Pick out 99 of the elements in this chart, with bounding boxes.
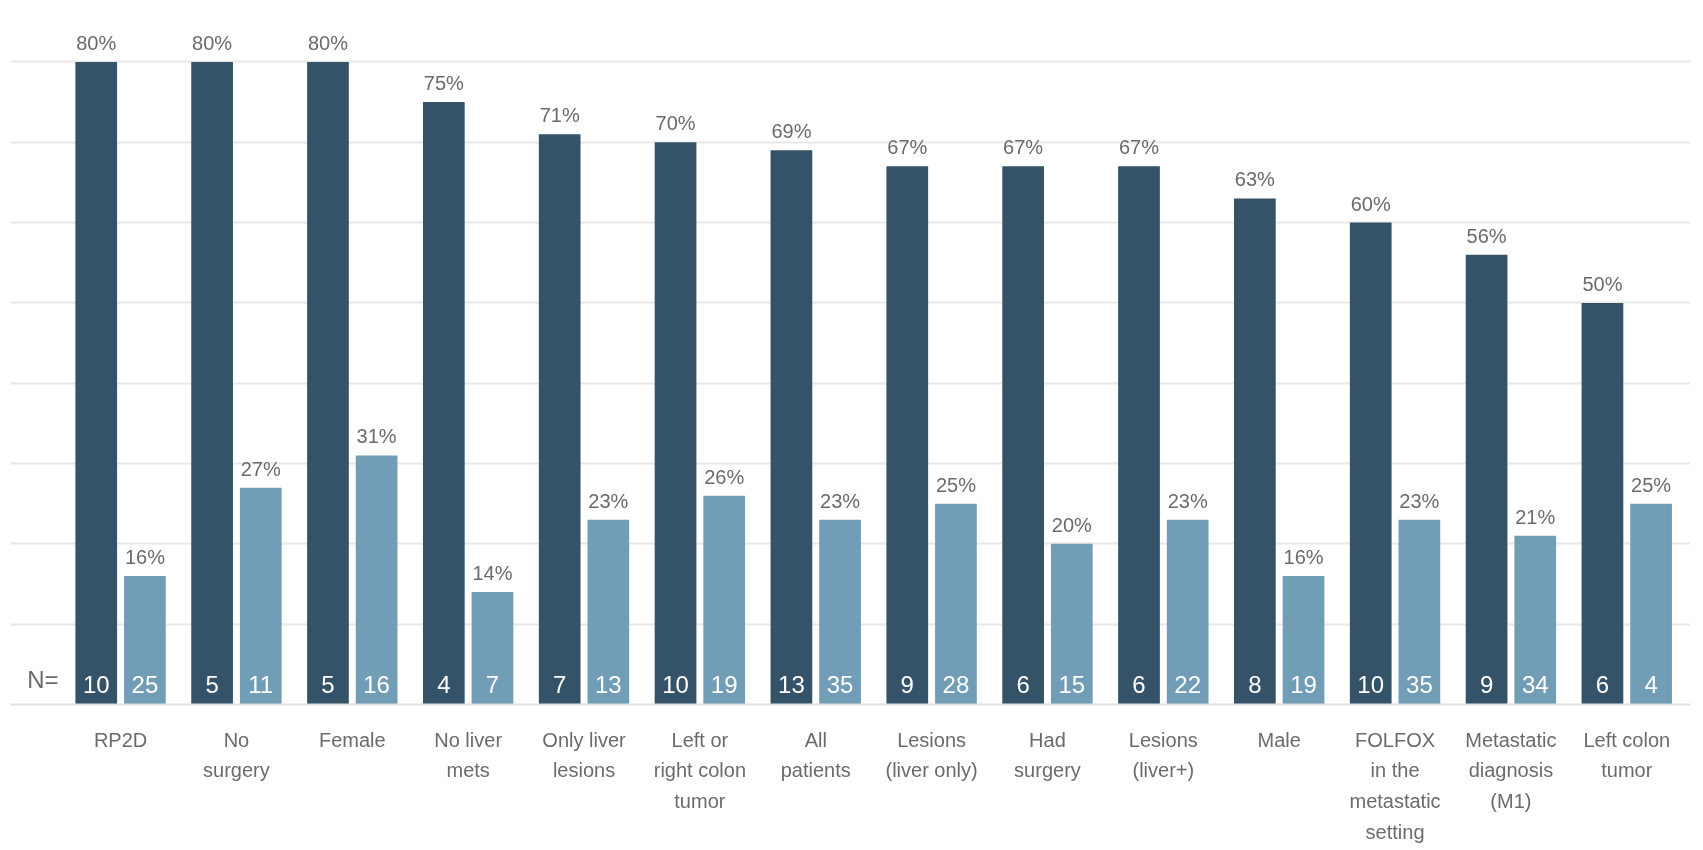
bar — [1630, 503, 1672, 705]
bar — [587, 519, 630, 705]
bar — [191, 61, 233, 705]
annotation: 9 — [1479, 670, 1494, 698]
annotation: 10 — [662, 670, 689, 698]
bar — [1514, 535, 1557, 705]
annotation: 16 — [363, 670, 390, 698]
annotation: 6 — [1132, 670, 1146, 698]
bar — [1581, 302, 1624, 705]
data-label: 80% — [192, 31, 233, 54]
bar — [886, 166, 929, 705]
data-label: 67% — [1003, 136, 1044, 159]
bar — [471, 592, 514, 705]
annotation: 35 — [1406, 670, 1433, 698]
x-tick-label: Lesions (liver+) — [1128, 728, 1198, 782]
bar — [703, 495, 746, 705]
annotation: 19 — [1290, 670, 1317, 698]
annotation: 5 — [205, 670, 219, 698]
data-label: 67% — [887, 136, 928, 159]
data-label: 80% — [307, 31, 349, 54]
data-label: 16% — [1283, 545, 1324, 568]
data-label: 21% — [1515, 505, 1556, 528]
bar — [124, 575, 166, 705]
x-tick-label: No surgery — [203, 728, 270, 782]
annotation: 10 — [82, 670, 110, 698]
data-label: 70% — [655, 112, 696, 135]
annotation: 10 — [1357, 670, 1385, 698]
bar — [1282, 575, 1325, 705]
bar — [1234, 198, 1276, 705]
bar — [654, 142, 697, 705]
annotation: N= — [27, 665, 59, 693]
bar — [770, 150, 813, 705]
x-tick-label: Only liver lesions — [542, 728, 627, 782]
bar — [1166, 519, 1209, 705]
data-label: 14% — [472, 562, 513, 585]
x-tick-label: Had surgery — [1014, 728, 1081, 782]
annotation: 28 — [942, 670, 970, 698]
data-label: 56% — [1466, 224, 1507, 247]
x-tick-label: FOLFOX in the metastatic setting — [1349, 728, 1441, 843]
data-label: 27% — [240, 457, 281, 480]
annotation: 11 — [248, 670, 274, 698]
annotation: 35 — [826, 670, 854, 698]
x-tick-label: Female — [318, 728, 386, 751]
annotation: 15 — [1058, 670, 1086, 698]
bar — [1398, 519, 1441, 705]
annotation: 13 — [778, 670, 805, 698]
bar — [1349, 222, 1392, 705]
data-label: 69% — [771, 120, 812, 143]
data-label: 20% — [1051, 513, 1093, 536]
bar — [1050, 543, 1093, 705]
x-tick-label: Lesions (liver only) — [885, 728, 978, 782]
annotation: 4 — [437, 670, 451, 698]
annotation: 9 — [900, 670, 914, 698]
data-label: 16% — [124, 545, 166, 568]
data-label: 31% — [356, 425, 397, 448]
x-tick-label: Male — [1257, 728, 1301, 751]
x-tick-label: RP2D — [93, 728, 148, 751]
bar — [538, 134, 581, 705]
data-label: 50% — [1582, 272, 1623, 295]
annotation: 34 — [1521, 670, 1549, 698]
x-tick-label: No liver mets — [434, 728, 503, 782]
bar — [307, 61, 349, 705]
annotation: 19 — [710, 670, 738, 698]
bar — [355, 455, 398, 705]
bar — [819, 519, 861, 705]
bar — [75, 61, 118, 705]
data-label: 23% — [1167, 489, 1208, 512]
data-label: 23% — [588, 489, 629, 512]
data-label: 25% — [935, 473, 977, 496]
bar — [239, 487, 282, 705]
annotation: 4 — [1644, 670, 1658, 698]
x-tick-label: Metastatic diagnosis (M1) — [1465, 728, 1557, 813]
annotation: 7 — [553, 670, 567, 698]
data-label: 80% — [76, 31, 117, 54]
annotation: 6 — [1595, 670, 1610, 698]
annotation: 8 — [1248, 670, 1262, 698]
annotation: 7 — [485, 670, 500, 698]
bar — [1465, 254, 1508, 705]
annotation: 25 — [131, 670, 159, 698]
annotation: 13 — [595, 670, 622, 698]
data-label: 25% — [1631, 473, 1672, 496]
data-label: 75% — [423, 72, 465, 95]
data-label: 63% — [1234, 168, 1276, 191]
annotation: 5 — [321, 670, 335, 698]
bar — [1002, 166, 1044, 705]
data-label: 23% — [820, 489, 861, 512]
annotation: 22 — [1174, 670, 1202, 698]
data-label: 67% — [1118, 136, 1160, 159]
bar — [1118, 166, 1160, 705]
bar — [422, 102, 465, 705]
data-label: 26% — [704, 465, 745, 488]
bar — [935, 503, 977, 705]
annotation: 6 — [1016, 670, 1030, 698]
x-tick-label: Left colon tumor — [1583, 728, 1671, 782]
x-tick-label: Left or right colon tumor — [653, 728, 747, 813]
x-tick-label: All patients — [780, 728, 851, 782]
data-label: 60% — [1350, 192, 1391, 215]
data-label: 71% — [539, 104, 580, 127]
data-label: 23% — [1399, 489, 1440, 512]
